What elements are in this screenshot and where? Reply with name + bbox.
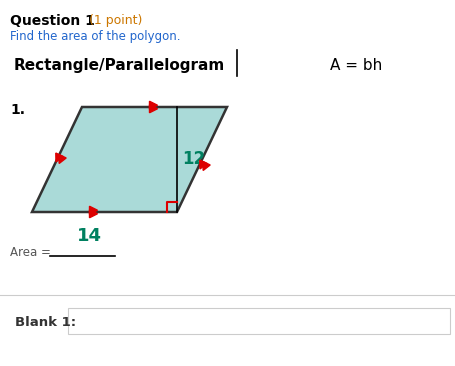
Polygon shape bbox=[32, 107, 227, 212]
Polygon shape bbox=[202, 161, 210, 171]
Polygon shape bbox=[149, 101, 157, 109]
Text: Area =: Area = bbox=[10, 246, 55, 259]
Polygon shape bbox=[149, 105, 157, 113]
Polygon shape bbox=[59, 154, 66, 164]
Text: Rectangle/Parallelogram: Rectangle/Parallelogram bbox=[14, 58, 225, 73]
Text: 1.: 1. bbox=[10, 103, 25, 117]
Bar bbox=[68, 308, 449, 334]
Polygon shape bbox=[89, 206, 97, 214]
Text: Find the area of the polygon.: Find the area of the polygon. bbox=[10, 30, 180, 43]
Polygon shape bbox=[89, 210, 97, 218]
Text: Blank 1:: Blank 1: bbox=[15, 315, 76, 329]
Text: 14: 14 bbox=[77, 227, 102, 245]
Text: Question 1: Question 1 bbox=[10, 14, 95, 28]
Text: 12: 12 bbox=[182, 150, 205, 168]
Polygon shape bbox=[199, 160, 207, 169]
Text: A = bh: A = bh bbox=[329, 58, 381, 73]
Text: (1 point): (1 point) bbox=[85, 14, 142, 27]
Polygon shape bbox=[56, 153, 63, 162]
